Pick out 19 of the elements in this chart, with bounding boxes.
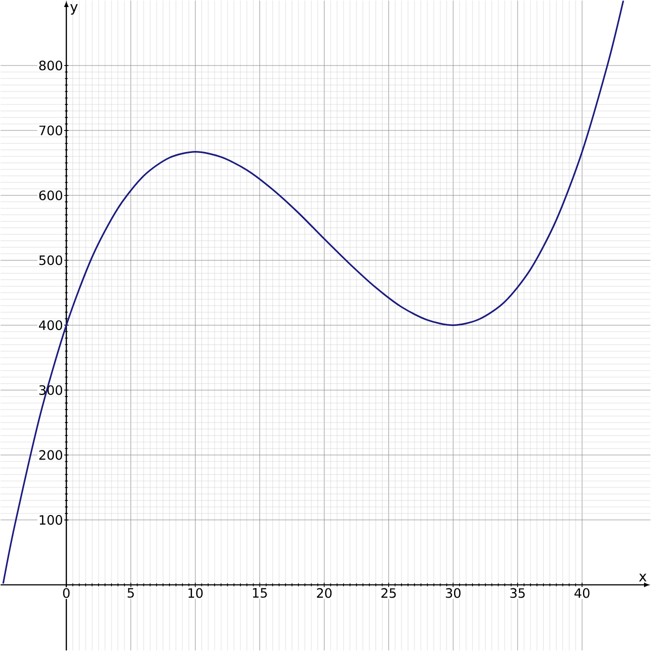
y-tick-label: 800 [39,60,62,70]
y-tick-label: 100 [40,515,62,525]
x-tick-label: 5 [128,588,134,598]
x-tick-label: 40 [574,588,590,598]
y-axis-title: y [70,4,78,15]
y-tick-label: 700 [39,126,62,136]
x-tick-label: 35 [510,588,525,598]
x-tick-label: 0 [63,588,70,598]
x-tick-label: 25 [381,588,396,598]
x-axis-title: x [639,574,646,582]
y-tick-label: 400 [38,320,62,330]
y-tick-label: 500 [39,255,62,266]
y-tick-label: 600 [39,190,62,200]
x-tick-label: 30 [446,588,461,598]
line-series [2,0,624,584]
x-tick-label: 10 [188,588,203,598]
x-tick-label: 15 [252,588,267,598]
y-tick-label: 200 [39,450,62,460]
x-tick-label: 20 [316,588,332,598]
